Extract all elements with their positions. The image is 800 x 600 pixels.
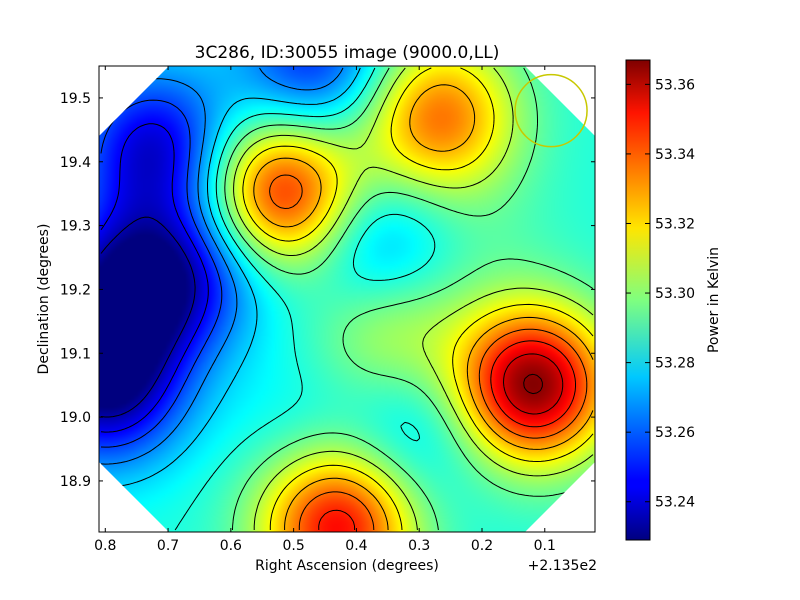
contour-line bbox=[523, 373, 543, 395]
colorbar-tick-label: 53.26 bbox=[655, 425, 695, 441]
chart-title: 3C286, ID:30055 image (9000.0,LL) bbox=[195, 43, 500, 63]
colorbar-tick-label: 53.28 bbox=[655, 356, 695, 372]
x-axis-label: Right Ascension (degrees) bbox=[255, 558, 439, 574]
heatmap-image bbox=[99, 66, 595, 532]
contour-line bbox=[318, 340, 576, 531]
y-axis: 18.9 19.0 19.1 19.2 19.3 19.4 19.5 bbox=[60, 91, 595, 490]
x-tick-label: 0.1 bbox=[534, 538, 556, 554]
y-tick-label: 19.5 bbox=[60, 91, 91, 107]
colorbar-tick-label: 53.30 bbox=[655, 286, 695, 302]
contour-line bbox=[174, 67, 436, 531]
y-tick-label: 19.4 bbox=[60, 155, 91, 171]
contour-line bbox=[100, 216, 196, 418]
contour-line bbox=[233, 67, 594, 531]
contour-lines bbox=[100, 67, 594, 531]
contour-line bbox=[242, 67, 594, 531]
plot-frame bbox=[98, 65, 596, 533]
x-tick-label: 0.8 bbox=[94, 538, 116, 554]
x-offset-label: +2.135e2 bbox=[528, 558, 597, 574]
y-tick-label: 18.9 bbox=[60, 474, 91, 490]
colorbar-tick-label: 53.24 bbox=[655, 495, 695, 511]
y-tick-label: 19.2 bbox=[60, 282, 91, 298]
contour-line bbox=[503, 353, 564, 415]
y-tick-label: 19.3 bbox=[60, 219, 91, 235]
x-tick-label: 0.3 bbox=[408, 538, 430, 554]
colorbar-label: Power in Kelvin bbox=[706, 247, 722, 353]
colorbar-ticks: 53.24 53.26 53.28 53.30 53.32 53.34 53.36 bbox=[626, 77, 695, 511]
contour-line bbox=[253, 84, 594, 531]
x-tick-label: 0.5 bbox=[283, 538, 305, 554]
colorbar-gradient bbox=[625, 59, 651, 541]
colorbar-tick-label: 53.36 bbox=[655, 77, 695, 93]
y-tick-label: 19.1 bbox=[60, 346, 91, 362]
contour-line bbox=[100, 123, 209, 433]
y-axis-label: Declination (degrees) bbox=[36, 224, 52, 375]
beam-circle bbox=[514, 73, 588, 148]
x-tick-label: 0.4 bbox=[345, 538, 367, 554]
colorbar-tick-label: 53.34 bbox=[655, 147, 695, 163]
x-axis: 0.8 0.7 0.6 0.5 0.4 0.3 0.2 0.1 bbox=[94, 66, 556, 554]
x-tick-label: 0.7 bbox=[157, 538, 179, 554]
x-tick-label: 0.2 bbox=[471, 538, 493, 554]
colorbar-tick-label: 53.32 bbox=[655, 216, 695, 232]
y-tick-label: 19.0 bbox=[60, 410, 91, 426]
contour-line bbox=[269, 174, 588, 531]
colorbar: 53.24 53.26 53.28 53.30 53.32 53.34 53.36 Powe… bbox=[625, 59, 722, 541]
contour-line bbox=[224, 67, 594, 531]
x-tick-label: 0.6 bbox=[220, 538, 242, 554]
contour-line bbox=[100, 99, 223, 448]
